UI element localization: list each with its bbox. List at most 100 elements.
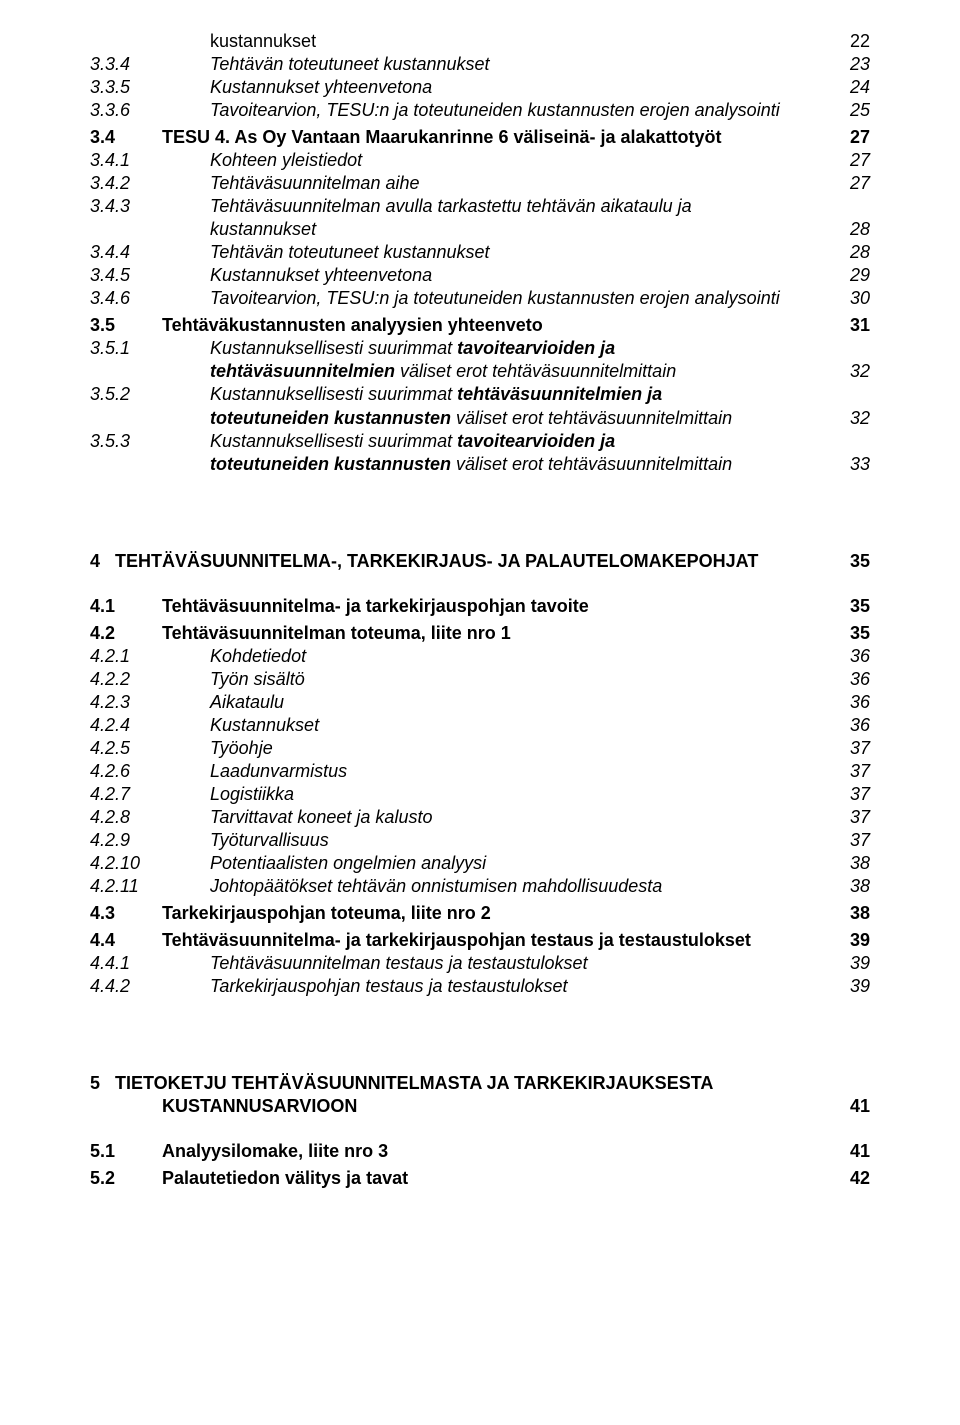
- toc-label: Tehtäväsuunnitelman toteuma, liite nro 1: [162, 622, 842, 645]
- toc-number: 3.4.2: [90, 172, 210, 195]
- toc-page-number: 37: [842, 829, 870, 852]
- toc-number: 4.2.7: [90, 783, 210, 806]
- toc-number: 4.2.8: [90, 806, 210, 829]
- toc-number: 4.2.3: [90, 691, 210, 714]
- toc-label: Johtopäätökset tehtävän onnistumisen mah…: [210, 875, 842, 898]
- toc-row: toteutuneiden kustannusten väliset erot …: [90, 407, 870, 430]
- toc-label: Tarvittavat koneet ja kalusto: [210, 806, 842, 829]
- toc-page-number: 39: [842, 952, 870, 975]
- toc-page-number: 42: [842, 1167, 870, 1190]
- toc-number: 3.4.6: [90, 287, 210, 310]
- spacer: [90, 1118, 870, 1140]
- toc-number: 5.2: [90, 1167, 162, 1190]
- toc-row: 4.4.1Tehtäväsuunnitelman testaus ja test…: [90, 952, 870, 975]
- toc-page-number: 39: [842, 929, 870, 952]
- toc-page-number: 27: [842, 149, 870, 172]
- toc-number: 3.3.4: [90, 53, 210, 76]
- toc-page-number: 38: [842, 902, 870, 925]
- spacer: [90, 476, 870, 550]
- toc-label: toteutuneiden kustannusten väliset erot …: [90, 407, 842, 430]
- toc-label: Tarkekirjauspohjan testaus ja testaustul…: [210, 975, 842, 998]
- toc-label: Tehtäväsuunnitelma- ja tarkekirjauspohja…: [162, 929, 842, 952]
- toc-label: kustannukset: [90, 30, 842, 53]
- toc-number: 4.4: [90, 929, 162, 952]
- toc-page-number: 28: [842, 218, 870, 241]
- toc-page-number: 35: [842, 595, 870, 618]
- toc-number: 3.3.5: [90, 76, 210, 99]
- toc-number: 4.2.9: [90, 829, 210, 852]
- toc-page-number: 28: [842, 241, 870, 264]
- toc-number: 4.2.10: [90, 852, 210, 875]
- toc-row: 3.5.1Kustannuksellisesti suurimmat tavoi…: [90, 337, 870, 360]
- toc-label: Kohteen yleistiedot: [210, 149, 842, 172]
- toc-number: 4.2.1: [90, 645, 210, 668]
- toc-label: Tarkekirjauspohjan toteuma, liite nro 2: [162, 902, 842, 925]
- toc-row: 4.1Tehtäväsuunnitelma- ja tarkekirjauspo…: [90, 595, 870, 618]
- toc-page-number: 24: [842, 76, 870, 99]
- toc-label: Kohdetiedot: [210, 645, 842, 668]
- toc-label: Tehtäväkustannusten analyysien yhteenvet…: [162, 314, 842, 337]
- toc-page-number: 29: [842, 264, 870, 287]
- toc-page-number: 38: [842, 875, 870, 898]
- toc-page-number: 23: [842, 53, 870, 76]
- toc-label: Tehtäväsuunnitelman aihe: [210, 172, 842, 195]
- toc-number: 4.2.6: [90, 760, 210, 783]
- toc-row: toteutuneiden kustannusten väliset erot …: [90, 453, 870, 476]
- toc-label: Tehtäväsuunnitelman testaus ja testaustu…: [210, 952, 842, 975]
- toc-row: 4.2Tehtäväsuunnitelman toteuma, liite nr…: [90, 622, 870, 645]
- toc-label: Laadunvarmistus: [210, 760, 842, 783]
- toc-row: tehtäväsuunnitelmien väliset erot tehtäv…: [90, 360, 870, 383]
- toc-label: TEHTÄVÄSUUNNITELMA-, TARKEKIRJAUS- JA PA…: [115, 550, 842, 573]
- toc-row: 3.5.3Kustannuksellisesti suurimmat tavoi…: [90, 430, 870, 453]
- toc-row: 4.2.6Laadunvarmistus37: [90, 760, 870, 783]
- toc-number: 4: [90, 550, 115, 573]
- toc-page-number: 27: [842, 126, 870, 149]
- toc-page-number: 37: [842, 783, 870, 806]
- toc-number: 5: [90, 1072, 115, 1095]
- spacer: [90, 998, 870, 1072]
- toc-row: KUSTANNUSARVIOON41: [90, 1095, 870, 1118]
- toc-row: 4.2.7Logistiikka37: [90, 783, 870, 806]
- toc-label: toteutuneiden kustannusten väliset erot …: [90, 453, 842, 476]
- toc-label: Työturvallisuus: [210, 829, 842, 852]
- toc-label: Tehtävän toteutuneet kustannukset: [210, 53, 842, 76]
- toc-row: 3.4.2Tehtäväsuunnitelman aihe27: [90, 172, 870, 195]
- toc-label: Kustannukset: [210, 714, 842, 737]
- toc-label: Kustannukset yhteenvetona: [210, 76, 842, 99]
- toc-number: 3.4.3: [90, 195, 210, 218]
- toc-label: Logistiikka: [210, 783, 842, 806]
- toc-row: 4.2.2Työn sisältö36: [90, 668, 870, 691]
- toc-label: Työn sisältö: [210, 668, 842, 691]
- toc-page-number: 33: [842, 453, 870, 476]
- toc-row: 4.2.3Aikataulu36: [90, 691, 870, 714]
- toc-number: 4.4.1: [90, 952, 210, 975]
- toc-number: 4.2.11: [90, 875, 210, 898]
- spacer: [90, 573, 870, 595]
- toc-number: 3.4.4: [90, 241, 210, 264]
- toc-label: tehtäväsuunnitelmien väliset erot tehtäv…: [90, 360, 842, 383]
- toc-row: kustannukset22: [90, 30, 870, 53]
- toc-row: 3.5.2Kustannuksellisesti suurimmat tehtä…: [90, 383, 870, 406]
- toc-row: 4.2.1Kohdetiedot36: [90, 645, 870, 668]
- toc-row: 4.2.4Kustannukset36: [90, 714, 870, 737]
- toc-row: 4.2.5Työohje37: [90, 737, 870, 760]
- toc-row: 4.2.8Tarvittavat koneet ja kalusto37: [90, 806, 870, 829]
- toc-page-number: 36: [842, 691, 870, 714]
- toc-number: 3.4.1: [90, 149, 210, 172]
- toc-row: 3.4.4Tehtävän toteutuneet kustannukset28: [90, 241, 870, 264]
- toc-number: 5.1: [90, 1140, 162, 1163]
- toc-number: 3.5.3: [90, 430, 210, 453]
- toc-row: 3.5Tehtäväkustannusten analyysien yhteen…: [90, 314, 870, 337]
- toc-label: Palautetiedon välitys ja tavat: [162, 1167, 842, 1190]
- toc-page-number: 38: [842, 852, 870, 875]
- toc-label: KUSTANNUSARVIOON: [162, 1095, 842, 1118]
- toc-page-number: 25: [842, 99, 870, 122]
- toc-number: 3.5.2: [90, 383, 210, 406]
- toc-label: Analyysilomake, liite nro 3: [162, 1140, 842, 1163]
- toc-row: 4.4.2Tarkekirjauspohjan testaus ja testa…: [90, 975, 870, 998]
- toc-label: Kustannuksellisesti suurimmat tavoitearv…: [210, 430, 842, 453]
- toc-row: kustannukset28: [90, 218, 870, 241]
- toc-page-number: 27: [842, 172, 870, 195]
- toc-row: 4.2.11Johtopäätökset tehtävän onnistumis…: [90, 875, 870, 898]
- toc-row: 3.4.6Tavoitearvion, TESU:n ja toteutunei…: [90, 287, 870, 310]
